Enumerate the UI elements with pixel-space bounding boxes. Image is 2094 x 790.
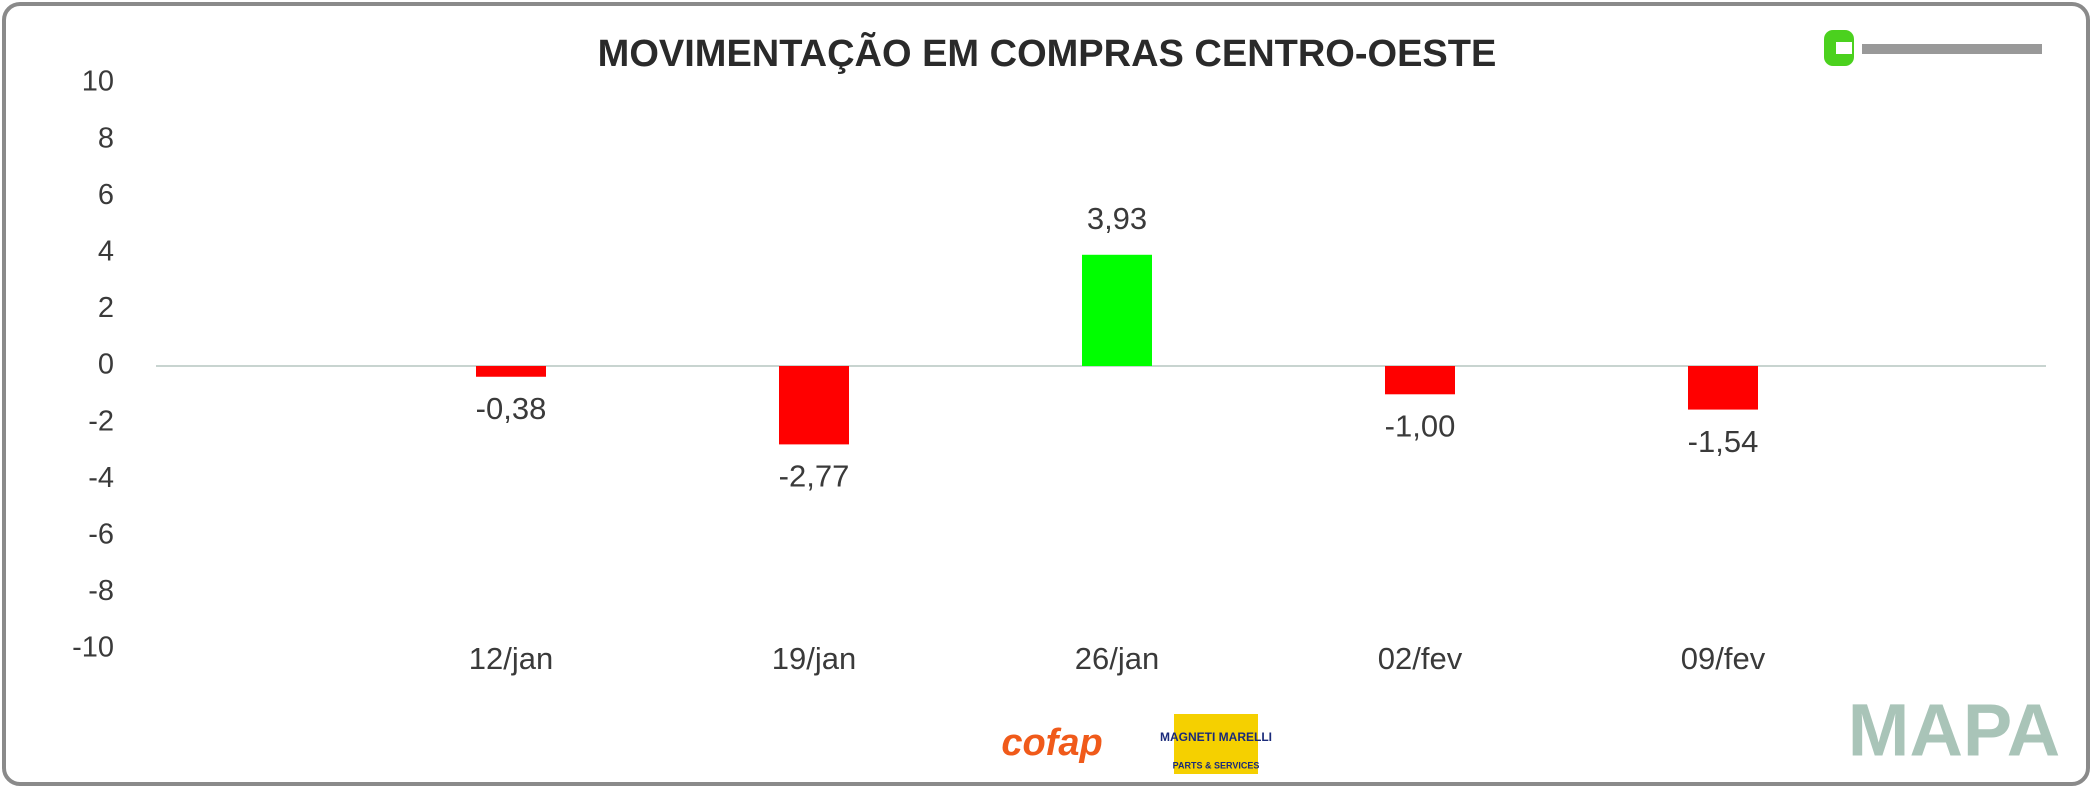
x-tick-label: 26/jan: [1075, 641, 1159, 676]
y-tick-label: 10: [82, 66, 114, 98]
bar: [779, 366, 849, 445]
bar: [1082, 254, 1152, 366]
y-tick-label: -10: [72, 632, 114, 664]
y-tick-label: -2: [88, 405, 114, 437]
brand-icon: [1824, 30, 2042, 66]
y-tick-label: 2: [98, 292, 114, 324]
x-tick-label: 19/jan: [772, 641, 856, 676]
value-label: -1,54: [1688, 424, 1759, 459]
y-tick-label: -8: [88, 575, 114, 607]
x-tick-label: 09/fev: [1681, 641, 1766, 676]
sponsor-magneti: MAGNETI MARELLI: [1160, 730, 1272, 744]
x-tick-label: 02/fev: [1378, 641, 1463, 676]
value-label: 3,93: [1087, 201, 1147, 236]
chart-title: MOVIMENTAÇÃO EM COMPRAS CENTRO-OESTE: [598, 31, 1497, 75]
sponsor-magneti-sub: PARTS & SERVICES: [1173, 760, 1260, 770]
y-tick-label: 4: [98, 235, 114, 267]
value-label: -0,38: [476, 391, 547, 426]
bar: [476, 366, 546, 377]
value-label: -1,00: [1385, 408, 1456, 443]
sponsor-cofap: cofap: [1001, 722, 1102, 764]
y-tick-label: 0: [98, 349, 114, 381]
sponsor-magneti-box: [1174, 714, 1258, 774]
bar: [1688, 366, 1758, 410]
y-tick-label: -6: [88, 518, 114, 550]
y-tick-label: -4: [88, 462, 114, 494]
x-tick-label: 12/jan: [469, 641, 553, 676]
mapa-logo: MAPA: [1848, 689, 2060, 772]
y-tick-label: 6: [98, 179, 114, 211]
bar: [1385, 366, 1455, 395]
value-label: -2,77: [779, 459, 850, 494]
y-tick-label: 8: [98, 122, 114, 154]
